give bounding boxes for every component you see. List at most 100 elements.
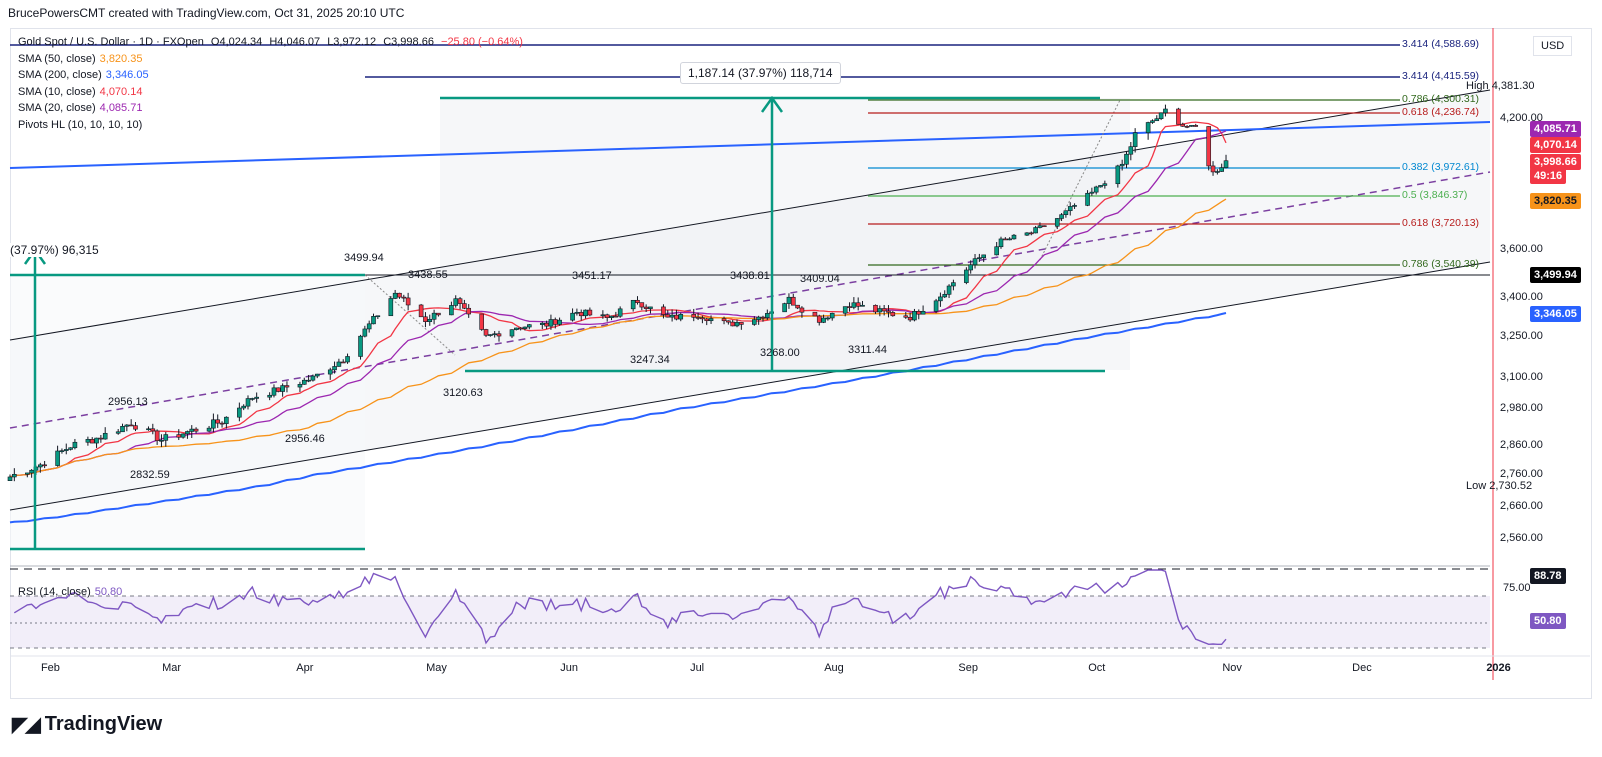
rsi-last-tag: 50.80 (1530, 613, 1566, 629)
candle (752, 319, 757, 325)
candle (855, 302, 861, 307)
candle (176, 434, 182, 438)
candle (427, 318, 433, 322)
candle (418, 304, 424, 318)
candle (847, 306, 852, 308)
candle (695, 317, 701, 319)
price-tick-label: 2,980.00 (1500, 402, 1543, 414)
tradingview-logo[interactable]: ◤◢ TradingView (12, 712, 162, 737)
candle (1158, 112, 1164, 120)
candle (1163, 108, 1168, 114)
long-trend-line (9, 121, 1491, 169)
indicator-value: 4,070.14 (99, 85, 143, 98)
candle (674, 314, 679, 320)
symbol-name[interactable]: Gold Spot / U.S. Dollar · 1D · FXOpen (18, 36, 204, 48)
candle (600, 314, 606, 317)
candle (436, 312, 441, 316)
candle (1215, 171, 1220, 173)
candle (790, 296, 796, 306)
swing-dotted-line (1039, 99, 1121, 261)
candle (7, 476, 13, 481)
candle (557, 319, 562, 325)
candle (760, 316, 766, 319)
candle (115, 431, 121, 434)
candle (912, 311, 917, 321)
candle (1154, 118, 1160, 122)
candle (42, 464, 47, 467)
indicator-sma10[interactable]: SMA (10, close) 4,070.14 (18, 84, 527, 101)
candle (1011, 234, 1017, 240)
candle (1176, 108, 1181, 125)
pivot-label: 3438.55 (408, 269, 448, 281)
fib-level-label: 0.618 (4,236.74) (1402, 106, 1480, 118)
candle (678, 314, 684, 320)
rsi-value: 50.80 (94, 586, 123, 598)
price-tag: 4,070.14 (1530, 137, 1581, 153)
candle (587, 309, 593, 316)
pivot-label: 3409.04 (800, 273, 840, 285)
high-label: High (1466, 80, 1489, 92)
candle (730, 321, 735, 327)
candle (306, 379, 311, 382)
candle (1145, 122, 1151, 134)
candle (237, 407, 242, 418)
candle (578, 312, 584, 317)
pivot-label: 3268.00 (760, 347, 800, 359)
candle (721, 318, 727, 322)
time-tick-label: Apr (296, 662, 314, 674)
candle (1102, 183, 1108, 186)
candle (457, 298, 463, 304)
indicator-sma200[interactable]: SMA (200, close) 3,346.05 (18, 67, 527, 84)
currency-button[interactable]: USD (1533, 36, 1573, 56)
chart-legend: Gold Spot / U.S. Dollar · 1D · FXOpen O4… (18, 34, 527, 134)
candle (977, 257, 982, 260)
candle (1119, 163, 1125, 167)
candle (185, 431, 190, 435)
candle (397, 292, 402, 298)
price-tag: 3,998.66 (1530, 154, 1581, 170)
candle (284, 385, 290, 388)
measure-label[interactable]: (37.97%) 96,315 (10, 243, 99, 257)
candle (1003, 238, 1008, 241)
candle (483, 329, 489, 336)
time-tick-label: Oct (1088, 662, 1106, 674)
candle (860, 304, 865, 307)
time-tick-label: May (426, 662, 447, 674)
candle (1067, 206, 1073, 212)
candle (518, 327, 523, 330)
time-tick-label: Aug (824, 662, 844, 674)
time-tick-label: Feb (40, 662, 60, 674)
rsi-legend[interactable]: RSI (14, close) 50.80 (18, 586, 122, 598)
candle (691, 314, 697, 318)
price-tag: 3,346.05 (1530, 306, 1581, 322)
candle (946, 285, 952, 295)
ohlc-open: O4,024.34 (210, 36, 263, 48)
candle (310, 375, 316, 381)
indicator-sma20[interactable]: SMA (20, close) 4,085.71 (18, 100, 527, 117)
candle (276, 387, 281, 392)
candle (1063, 210, 1069, 215)
candle (821, 317, 826, 323)
candle (124, 424, 130, 427)
candle (933, 300, 939, 312)
candle (1098, 185, 1103, 188)
indicator-pivots[interactable]: Pivots HL (10, 10, 10, 10) (18, 117, 527, 134)
candle (661, 306, 666, 315)
low-marker: Low 2,730.52 (1466, 480, 1532, 492)
candle (765, 313, 770, 319)
candle (604, 314, 610, 318)
candle (972, 258, 978, 266)
measure-arrow-head (760, 95, 784, 113)
ohlc-high: H4,046.07 (269, 36, 321, 48)
candle (1072, 205, 1077, 207)
measure-label[interactable]: 1,187.14 (37.97%) 118,714 (680, 62, 841, 84)
upper-channel-line (9, 89, 1491, 341)
candle (1219, 167, 1224, 172)
candle (63, 449, 69, 451)
candle (340, 361, 346, 364)
candle (150, 428, 156, 432)
candle (55, 450, 60, 466)
indicator-sma50[interactable]: SMA (50, close) 3,820.35 (18, 51, 527, 68)
candle (708, 318, 714, 322)
